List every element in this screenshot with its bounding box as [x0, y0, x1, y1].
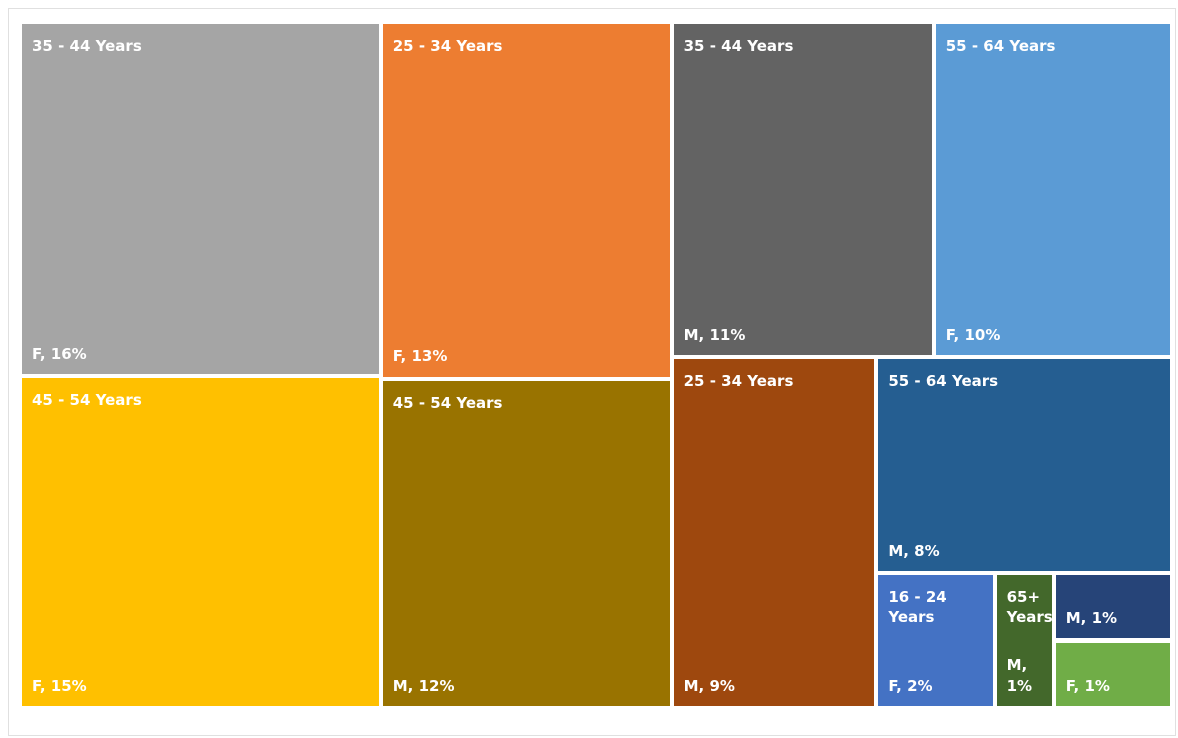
tile: 35 - 44 Years M, 11%	[673, 24, 932, 356]
tile-category: 65+ Years	[1006, 588, 1052, 627]
tile: M, 1%	[1055, 575, 1170, 639]
tile: 16 - 24 Years F, 2%	[878, 575, 993, 706]
tile-value-label: M, 9%	[683, 676, 735, 695]
tile-value-label: M, 1%	[1065, 609, 1118, 628]
tile-category: 25 - 34 Years	[683, 372, 794, 391]
tile-category: 16 - 24 Years	[888, 588, 947, 627]
tile: 25 - 34 Years F, 13%	[382, 24, 670, 377]
tile: 25 - 34 Years M, 9%	[673, 359, 875, 706]
tile: 35 - 44 Years F, 16%	[22, 24, 379, 375]
tile-category: 55 - 64 Years	[888, 372, 999, 391]
tile-value-label: F, 1%	[1065, 676, 1110, 695]
tile-value-label: F, 16%	[32, 344, 87, 363]
tile-category: 25 - 34 Years	[392, 37, 503, 55]
tile: 65+ Years M, 1%	[996, 575, 1052, 706]
tile-category: 45 - 54 Years	[32, 391, 142, 410]
tile: 55 - 64 Years M, 8%	[878, 359, 1170, 571]
tile: 55 - 64 Years F, 10%	[935, 24, 1170, 356]
tile-value-label: F, 10%	[945, 325, 1001, 344]
tile-value-label: F, 15%	[32, 676, 87, 695]
tile: 45 - 54 Years F, 15%	[22, 378, 379, 706]
tile: 45 - 54 Years M, 12%	[382, 380, 670, 706]
tile-value-label: M, 12%	[392, 676, 455, 695]
tile-category: 55 - 64 Years	[945, 37, 1056, 55]
tile-value-label: F, 2%	[888, 676, 933, 695]
tile-value-label: M, 1%	[1006, 656, 1033, 695]
chart-frame	[8, 8, 1176, 736]
tile-value-label: F, 13%	[392, 347, 448, 366]
tile: F, 1%	[1055, 642, 1170, 706]
tile-category: 35 - 44 Years	[32, 37, 142, 55]
tile-value-label: M, 8%	[888, 541, 940, 560]
tile-value-label: M, 11%	[683, 325, 746, 344]
tile-category: 45 - 54 Years	[392, 393, 503, 412]
tile-category: 35 - 44 Years	[683, 37, 794, 55]
